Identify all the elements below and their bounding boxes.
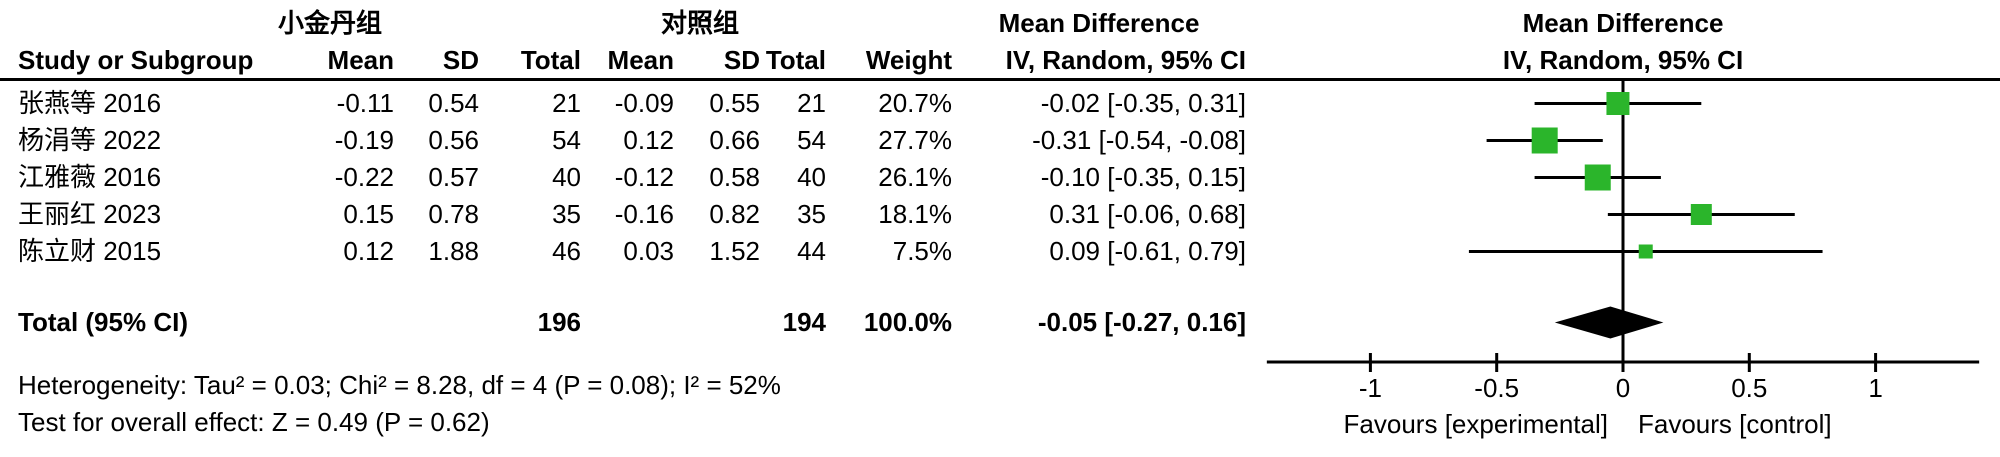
study-label: 张燕等 2016 bbox=[18, 88, 162, 118]
study-label: 陈立财 2015 bbox=[18, 236, 162, 266]
effect-square bbox=[1638, 244, 1653, 259]
header-divider-line bbox=[0, 78, 2000, 81]
axis-tick-label: -1 bbox=[1359, 373, 1382, 403]
weight-value: 7.5% bbox=[892, 236, 952, 266]
ctl-mean: 0.12 bbox=[623, 125, 674, 155]
ctl-total: 35 bbox=[797, 199, 826, 229]
effect-square bbox=[1584, 164, 1611, 191]
ci-text: -0.10 [-0.35, 0.15] bbox=[1040, 162, 1246, 192]
ctl-sd: 0.66 bbox=[709, 125, 760, 155]
axis-tick-label: 0 bbox=[1616, 373, 1630, 403]
favours-left-label: Favours [experimental] bbox=[1344, 409, 1608, 439]
table-row: 陈立财 2015 0.12 1.88 46 0.03 1.52 44 7.5% … bbox=[0, 233, 1250, 270]
total-weight: 100.0% bbox=[863, 307, 952, 337]
exp-mean: 0.12 bbox=[343, 236, 394, 266]
col-header-weight: Weight bbox=[865, 45, 952, 75]
exp-total: 46 bbox=[552, 236, 581, 266]
total-ci-text: -0.05 [-0.27, 0.16] bbox=[1037, 307, 1246, 337]
total-n-exp: 196 bbox=[537, 307, 581, 337]
weight-value: 18.1% bbox=[878, 199, 952, 229]
col-header-study: Study or Subgroup bbox=[18, 45, 254, 75]
ctl-sd: 1.52 bbox=[709, 236, 760, 266]
exp-mean: 0.15 bbox=[343, 199, 394, 229]
control-group-header: 对照组 bbox=[660, 8, 739, 38]
axis-tick-label: 1 bbox=[1868, 373, 1882, 403]
study-label: 江雅薇 2016 bbox=[18, 162, 162, 192]
exp-total: 35 bbox=[552, 199, 581, 229]
ctl-mean: -0.12 bbox=[614, 162, 674, 192]
ctl-mean: -0.09 bbox=[614, 88, 674, 118]
md-column-header-line2: IV, Random, 95% CI bbox=[1005, 45, 1246, 75]
exp-mean: -0.19 bbox=[334, 125, 394, 155]
exp-total: 40 bbox=[552, 162, 581, 192]
effect-square bbox=[1606, 92, 1630, 115]
col-header-sd-ctl: SD bbox=[723, 45, 760, 75]
total-label: Total (95% CI) bbox=[18, 307, 188, 337]
study-label: 杨涓等 2022 bbox=[18, 125, 162, 155]
study-label: 王丽红 2023 bbox=[18, 199, 162, 229]
ci-text: -0.02 [-0.35, 0.31] bbox=[1040, 88, 1246, 118]
ctl-sd: 0.55 bbox=[709, 88, 760, 118]
weight-value: 20.7% bbox=[878, 88, 952, 118]
col-header-sd-exp: SD bbox=[442, 45, 479, 75]
exp-sd: 0.56 bbox=[428, 125, 479, 155]
ctl-total: 54 bbox=[797, 125, 826, 155]
ctl-mean: -0.16 bbox=[614, 199, 674, 229]
experimental-group-header: 小金丹组 bbox=[277, 8, 382, 38]
table-row: 杨涓等 2022 -0.19 0.56 54 0.12 0.66 54 27.7… bbox=[0, 122, 1250, 159]
col-header-mean-exp: Mean bbox=[327, 45, 394, 75]
col-header-mean-ctl: Mean bbox=[607, 45, 674, 75]
col-header-total-exp: Total bbox=[520, 45, 581, 75]
ctl-total: 21 bbox=[797, 88, 826, 118]
ctl-total: 40 bbox=[797, 162, 826, 192]
ci-text: -0.31 [-0.54, -0.08] bbox=[1032, 125, 1246, 155]
ci-text: 0.31 [-0.06, 0.68] bbox=[1049, 199, 1246, 229]
exp-total: 54 bbox=[552, 125, 581, 155]
exp-sd: 1.88 bbox=[428, 236, 479, 266]
weight-value: 27.7% bbox=[878, 125, 952, 155]
table-row: 张燕等 2016 -0.11 0.54 21 -0.09 0.55 21 20.… bbox=[0, 85, 1250, 122]
weight-value: 26.1% bbox=[878, 162, 952, 192]
exp-total: 21 bbox=[552, 88, 581, 118]
axis-tick-label: -0.5 bbox=[1474, 373, 1519, 403]
ctl-sd: 0.82 bbox=[709, 199, 760, 229]
md-column-header-line1: Mean Difference bbox=[998, 8, 1200, 38]
table-row: 江雅薇 2016 -0.22 0.57 40 -0.12 0.58 40 26.… bbox=[0, 159, 1250, 196]
plot-header-line2: IV, Random, 95% CI bbox=[1502, 45, 1744, 75]
total-n-ctl: 194 bbox=[782, 307, 826, 337]
col-header-total-ctl: Total bbox=[765, 45, 826, 75]
total-diamond bbox=[1554, 306, 1664, 339]
ci-text: 0.09 [-0.61, 0.79] bbox=[1049, 236, 1246, 266]
total-row: Total (95% CI) 196 194 100.0% -0.05 [-0.… bbox=[0, 304, 1250, 341]
exp-sd: 0.78 bbox=[428, 199, 479, 229]
table-row: 王丽红 2023 0.15 0.78 35 -0.16 0.82 35 18.1… bbox=[0, 196, 1250, 233]
ctl-mean: 0.03 bbox=[623, 236, 674, 266]
ctl-total: 44 bbox=[797, 236, 826, 266]
favours-right-label: Favours [control] bbox=[1638, 409, 1832, 439]
effect-square bbox=[1690, 204, 1712, 225]
exp-mean: -0.22 bbox=[334, 162, 394, 192]
overall-effect-text: Test for overall effect: Z = 0.49 (P = 0… bbox=[18, 407, 490, 437]
axis-tick-label: 0.5 bbox=[1731, 373, 1767, 403]
exp-mean: -0.11 bbox=[336, 88, 394, 118]
exp-sd: 0.57 bbox=[428, 162, 479, 192]
column-header-row: Study or Subgroup Mean SD Total Mean SD … bbox=[0, 42, 2000, 78]
effect-square bbox=[1531, 127, 1558, 154]
ctl-sd: 0.58 bbox=[709, 162, 760, 192]
exp-sd: 0.54 bbox=[428, 88, 479, 118]
plot-header-line1: Mean Difference bbox=[1522, 8, 1724, 38]
heterogeneity-text: Heterogeneity: Tau² = 0.03; Chi² = 8.28,… bbox=[18, 370, 781, 400]
